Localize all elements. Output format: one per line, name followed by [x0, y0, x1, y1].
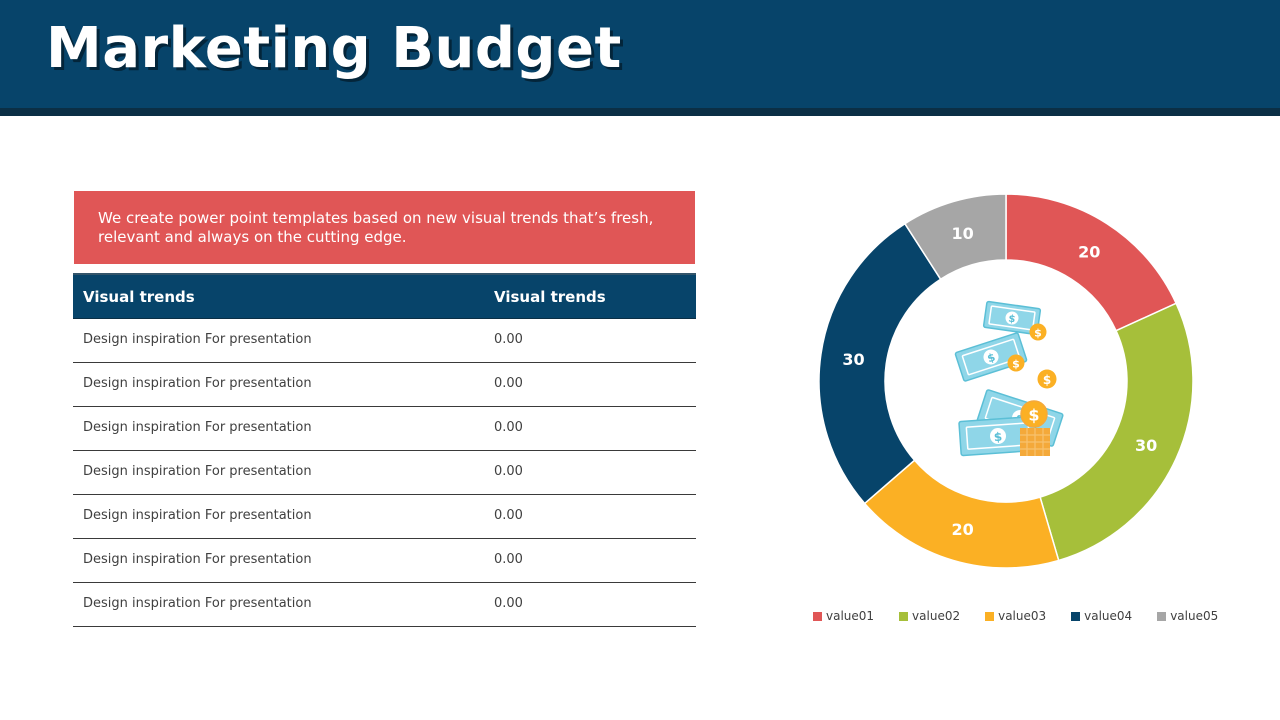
table-row: Design inspiration For presentation 0.00	[73, 450, 696, 495]
table-header-row: Visual trends Visual trends	[73, 273, 696, 319]
svg-text:$: $	[1034, 327, 1042, 340]
chart-legend: value01 value02 value03 value04 value05	[813, 607, 1243, 625]
table-row: Design inspiration For presentation 0.00	[73, 318, 696, 363]
table-cell-value: 0.00	[484, 318, 696, 363]
table-cell-label: Design inspiration For presentation	[73, 582, 484, 627]
table-row: Design inspiration For presentation 0.00	[73, 538, 696, 583]
legend-label: value04	[1084, 609, 1133, 623]
data-label-value04: 30	[842, 350, 864, 369]
title-bar	[0, 0, 1280, 108]
table-cell-value: 0.00	[484, 494, 696, 539]
svg-text:$: $	[1012, 358, 1020, 371]
table-cell-label: Design inspiration For presentation	[73, 406, 484, 451]
title-bar-rule	[0, 108, 1280, 116]
donut-slice-value05	[903, 193, 1007, 281]
donut-slices	[818, 193, 1194, 569]
legend-item: value03	[985, 607, 1046, 625]
table-cell-label: Design inspiration For presentation	[73, 362, 484, 407]
svg-text:$: $	[1028, 406, 1039, 425]
table-cell-label: Design inspiration For presentation	[73, 538, 484, 583]
legend-swatch	[899, 611, 909, 621]
table-cell-label: Design inspiration For presentation	[73, 318, 484, 363]
donut-slice-value02	[1039, 302, 1194, 562]
legend-swatch	[1157, 611, 1167, 621]
svg-text:$: $	[1043, 373, 1051, 387]
legend-item: value05	[1157, 607, 1218, 625]
data-label-value02: 30	[1135, 436, 1157, 455]
table-cell-label: Design inspiration For presentation	[73, 494, 484, 539]
intro-banner: We create power point templates based on…	[74, 191, 695, 264]
table-row: Design inspiration For presentation 0.00	[73, 362, 696, 407]
data-label-value03: 20	[951, 520, 973, 539]
money-bills-and-coins-icon: $ $ $ $ $ $ $	[954, 300, 1064, 457]
data-label-value05: 10	[951, 224, 973, 243]
table-header-cell: Visual trends	[484, 273, 696, 319]
legend-label: value03	[998, 609, 1047, 623]
table-row: Design inspiration For presentation 0.00	[73, 582, 696, 627]
table-cell-value: 0.00	[484, 450, 696, 495]
legend-label: value05	[1170, 609, 1219, 623]
legend-item: value01	[813, 607, 874, 625]
svg-text:$: $	[993, 430, 1002, 445]
data-label-value01: 20	[1078, 242, 1100, 261]
legend-label: value01	[826, 609, 875, 623]
donut-data-labels: 20 30 20 30 10	[842, 224, 1157, 539]
table-cell-value: 0.00	[484, 582, 696, 627]
legend-item: value02	[899, 607, 960, 625]
svg-text:$: $	[1008, 314, 1016, 326]
donut-slice-value04	[818, 222, 942, 505]
legend-swatch	[813, 611, 822, 621]
page-title: Marketing Budget	[46, 16, 622, 81]
table-cell-value: 0.00	[484, 362, 696, 407]
table-header-cell: Visual trends	[73, 273, 484, 319]
table-cell-label: Design inspiration For presentation	[73, 450, 484, 495]
table-row: Design inspiration For presentation 0.00	[73, 406, 696, 451]
budget-table: Visual trends Visual trends Design inspi…	[73, 273, 696, 627]
legend-swatch	[985, 611, 995, 621]
legend-label: value02	[912, 609, 961, 623]
table-cell-value: 0.00	[484, 538, 696, 583]
legend-item: value04	[1071, 607, 1132, 625]
table-cell-value: 0.00	[484, 406, 696, 451]
legend-swatch	[1071, 611, 1081, 621]
table-row: Design inspiration For presentation 0.00	[73, 494, 696, 539]
svg-text:$: $	[986, 351, 997, 366]
